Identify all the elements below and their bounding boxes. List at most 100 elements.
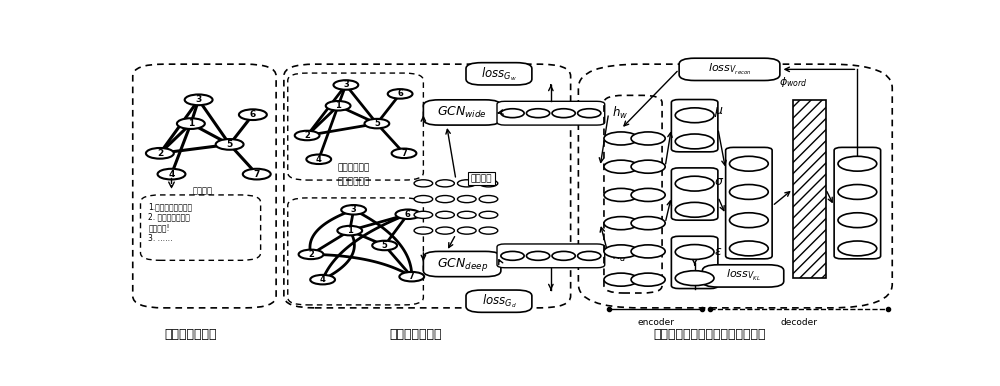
Circle shape — [239, 109, 267, 120]
Text: 2: 2 — [157, 149, 163, 158]
Text: 2: 2 — [308, 250, 314, 259]
Text: 1: 1 — [335, 101, 341, 110]
Circle shape — [414, 227, 433, 234]
Circle shape — [604, 273, 638, 286]
Text: $GCN_{wide}$: $GCN_{wide}$ — [437, 105, 487, 120]
Circle shape — [436, 196, 454, 203]
Text: $\phi_{word}$: $\phi_{word}$ — [779, 75, 807, 90]
Circle shape — [414, 196, 433, 203]
Text: encoder: encoder — [637, 318, 674, 327]
Text: 帖子集合: 帖子集合 — [192, 186, 212, 195]
FancyBboxPatch shape — [423, 251, 501, 277]
Circle shape — [414, 211, 433, 218]
Text: 1: 1 — [188, 119, 194, 128]
Circle shape — [604, 160, 638, 173]
Text: 双流图卷积模块: 双流图卷积模块 — [389, 328, 442, 340]
Text: 4: 4 — [320, 275, 326, 284]
Circle shape — [479, 180, 498, 187]
Circle shape — [388, 89, 413, 99]
Circle shape — [326, 101, 351, 110]
Text: $\epsilon$: $\epsilon$ — [714, 245, 722, 258]
Circle shape — [631, 217, 665, 230]
Circle shape — [341, 205, 366, 215]
Circle shape — [392, 149, 416, 158]
Circle shape — [177, 118, 205, 129]
Circle shape — [675, 134, 714, 149]
Circle shape — [730, 156, 768, 171]
Text: $\sigma$: $\sigma$ — [714, 175, 724, 188]
Circle shape — [838, 241, 877, 256]
Text: 3: 3 — [351, 205, 356, 214]
Text: 5: 5 — [374, 119, 380, 128]
Text: 6: 6 — [250, 110, 256, 119]
FancyBboxPatch shape — [466, 63, 532, 85]
Circle shape — [675, 271, 714, 286]
FancyBboxPatch shape — [497, 101, 605, 125]
Circle shape — [578, 109, 601, 118]
Circle shape — [306, 154, 331, 164]
Circle shape — [457, 227, 476, 234]
FancyBboxPatch shape — [671, 100, 718, 152]
Circle shape — [730, 185, 768, 200]
FancyBboxPatch shape — [423, 100, 501, 125]
Text: $loss_{V_{KL}}$: $loss_{V_{KL}}$ — [726, 268, 761, 283]
Circle shape — [479, 211, 498, 218]
Circle shape — [578, 251, 601, 260]
Text: 3: 3 — [343, 80, 349, 90]
Text: 7: 7 — [254, 169, 260, 179]
Text: 2: 2 — [304, 131, 310, 140]
Circle shape — [552, 109, 575, 118]
Circle shape — [185, 95, 213, 105]
Text: 属性矩阵: 属性矩阵 — [471, 174, 492, 183]
Circle shape — [501, 109, 524, 118]
FancyBboxPatch shape — [834, 147, 881, 259]
Circle shape — [310, 275, 335, 284]
Circle shape — [631, 132, 665, 145]
Text: 4: 4 — [316, 155, 322, 164]
FancyBboxPatch shape — [497, 244, 605, 268]
Circle shape — [295, 131, 320, 140]
Text: 一阶邻接矩阵: 一阶邻接矩阵 — [338, 164, 370, 173]
Circle shape — [479, 227, 498, 234]
Circle shape — [457, 196, 476, 203]
Text: 3: 3 — [196, 95, 202, 104]
FancyBboxPatch shape — [702, 265, 784, 287]
Circle shape — [631, 160, 665, 173]
Circle shape — [730, 241, 768, 256]
Circle shape — [675, 176, 714, 191]
Circle shape — [526, 251, 550, 260]
Circle shape — [631, 245, 665, 258]
Circle shape — [552, 251, 575, 260]
Circle shape — [158, 169, 185, 179]
Circle shape — [243, 169, 271, 179]
Circle shape — [631, 188, 665, 201]
Circle shape — [436, 180, 454, 187]
Circle shape — [146, 148, 174, 159]
Text: $loss_{V_{recon}}$: $loss_{V_{recon}}$ — [708, 62, 751, 77]
Text: $loss_{G_w}$: $loss_{G_w}$ — [481, 65, 517, 83]
Circle shape — [457, 180, 476, 187]
Circle shape — [372, 241, 397, 250]
Circle shape — [457, 211, 476, 218]
Text: 1: 1 — [347, 226, 353, 235]
FancyBboxPatch shape — [726, 147, 772, 259]
Circle shape — [604, 245, 638, 258]
Circle shape — [604, 217, 638, 230]
Circle shape — [479, 196, 498, 203]
Text: 高阶邻接矩阵: 高阶邻接矩阵 — [338, 177, 370, 186]
Bar — [793, 100, 826, 278]
Circle shape — [675, 202, 714, 217]
Text: $GCN_{deep}$: $GCN_{deep}$ — [437, 256, 488, 273]
Circle shape — [436, 211, 454, 218]
Text: 4: 4 — [168, 169, 175, 179]
Text: 5: 5 — [226, 140, 233, 149]
Circle shape — [675, 245, 714, 259]
Text: 1.梅西留在了巴萨。
2. 今天的音乐会多
么美妙啊!
3. ……: 1.梅西留在了巴萨。 2. 今天的音乐会多 么美妙啊! 3. …… — [148, 202, 192, 242]
Circle shape — [604, 188, 638, 201]
Circle shape — [526, 109, 550, 118]
Circle shape — [216, 139, 244, 150]
Circle shape — [838, 156, 877, 171]
Circle shape — [414, 180, 433, 187]
Circle shape — [364, 119, 389, 129]
Circle shape — [333, 80, 358, 90]
